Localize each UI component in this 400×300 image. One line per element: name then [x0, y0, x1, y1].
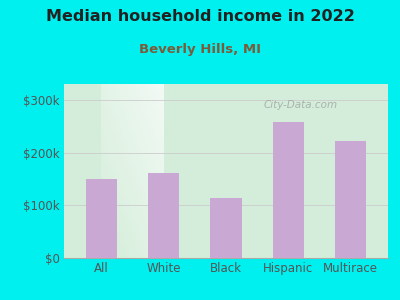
Bar — [335, 141, 366, 258]
Text: Median household income in 2022: Median household income in 2022 — [46, 9, 354, 24]
Bar — [86, 179, 117, 258]
Bar — [273, 122, 304, 258]
Text: City-Data.com: City-Data.com — [264, 100, 338, 110]
Bar — [210, 198, 242, 258]
Bar — [148, 172, 179, 258]
Text: Beverly Hills, MI: Beverly Hills, MI — [139, 44, 261, 56]
